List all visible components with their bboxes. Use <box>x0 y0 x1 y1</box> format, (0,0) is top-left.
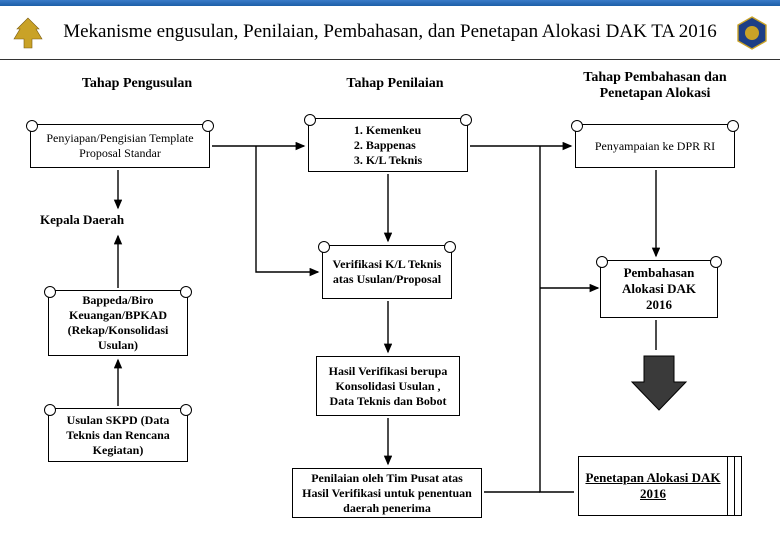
node-penyiapan-template: Penyiapan/Pengisian Template Proposal St… <box>30 124 210 168</box>
label-kepala-daerah: Kepala Daerah <box>40 212 124 228</box>
node-bappeda: Bappeda/Biro Keuangan/BPKAD (Rekap/Konso… <box>48 290 188 356</box>
kemenkeu-emblem-icon <box>732 13 772 53</box>
node-verifikasi-kl: Verifikasi K/L Teknis atas Usulan/Propos… <box>322 245 452 299</box>
page-title: Mekanisme engusulan, Penilaian, Pembahas… <box>48 21 732 44</box>
header: Mekanisme engusulan, Penilaian, Pembahas… <box>0 6 780 60</box>
big-arrow-icon <box>628 352 690 419</box>
column-head-penilaian: Tahap Penilaian <box>320 76 470 92</box>
diagram-stage: Tahap Pengusulan Tahap Penilaian Tahap P… <box>0 60 780 534</box>
node-penetapan-alokasi: Penetapan Alokasi DAK 2016 <box>578 456 748 526</box>
node-hasil-verifikasi: Hasil Verifikasi berupa Konsolidasi Usul… <box>316 356 460 416</box>
column-head-pengusulan: Tahap Pengusulan <box>62 76 212 92</box>
node-penyampaian-dpr: Penyampaian ke DPR RI <box>575 124 735 168</box>
garuda-emblem-icon <box>8 13 48 53</box>
node-usulan-skpd: Usulan SKPD (Data Teknis dan Rencana Keg… <box>48 408 188 462</box>
node-pembahasan-alokasi: Pembahasan Alokasi DAK 2016 <box>600 260 718 318</box>
node-penilaian-tim-pusat: Penilaian oleh Tim Pusat atas Hasil Veri… <box>292 468 482 518</box>
column-head-pembahasan: Tahap Pembahasan dan Penetapan Alokasi <box>560 70 750 102</box>
node-kemenkeu-bappenas-kl: 1. Kemenkeu 2. Bappenas 3. K/L Teknis <box>308 118 468 172</box>
